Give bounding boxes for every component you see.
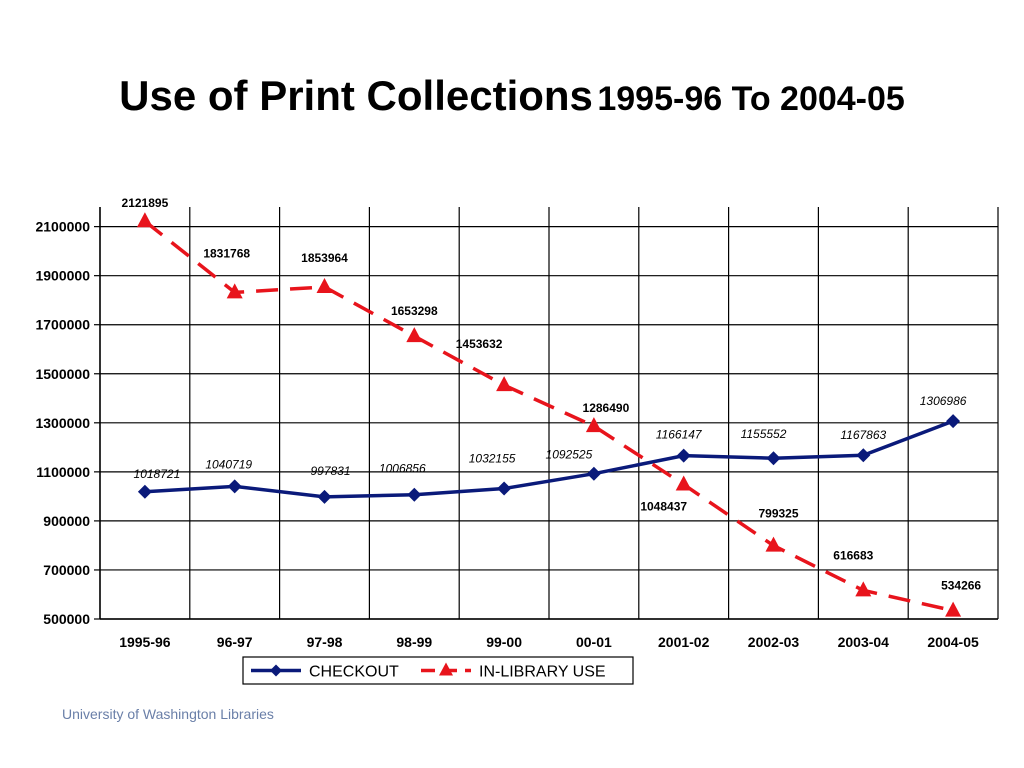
y-tick-label: 1500000: [35, 366, 90, 382]
in-library-use-marker: [945, 601, 962, 617]
y-tick-label: 2100000: [35, 219, 90, 235]
title-sub: 1995-96 To 2004-05: [597, 80, 905, 118]
checkout-marker: [856, 448, 871, 463]
footer-credit: University of Washington Libraries: [62, 706, 274, 722]
in-library-use-marker: [855, 581, 872, 597]
x-tick-label: 00-01: [576, 634, 612, 650]
legend-in-library-use-label: IN-LIBRARY USE: [479, 664, 606, 681]
checkout-data-label: 1166147: [656, 428, 703, 442]
in-library-use-marker: [406, 327, 423, 343]
checkout-data-label: 1006856: [379, 462, 426, 476]
checkout-data-label: 1018721: [134, 467, 181, 481]
checkout-marker: [137, 484, 152, 499]
y-tick-label: 1900000: [35, 268, 90, 284]
x-tick-label: 97-98: [307, 634, 343, 650]
checkout-series-line: [144, 419, 954, 499]
legend-in-library-use-marker: [439, 662, 453, 676]
checkout-marker: [676, 448, 691, 463]
in-library-use-marker: [496, 376, 513, 392]
in-library-use-data-label: 1653298: [391, 304, 438, 318]
x-tick-label: 2001-02: [658, 634, 710, 650]
in-library-use-data-label: 1831768: [203, 246, 250, 260]
checkout-data-label: 997831: [310, 464, 350, 478]
in-library-use-data-label: 616683: [833, 548, 873, 562]
x-tick-label: 2003-04: [838, 634, 890, 650]
checkout-marker: [227, 479, 242, 494]
checkout-marker: [317, 489, 332, 504]
legend-box: [242, 656, 634, 685]
in-library-use-marker: [675, 475, 692, 491]
x-tick-label: 1995-96: [119, 634, 171, 650]
y-tick-label: 700000: [43, 562, 90, 578]
legend-checkout-label: CHECKOUT: [309, 664, 399, 681]
in-library-use-data-label: 1853964: [301, 251, 348, 265]
in-library-use-data-label: 1453632: [456, 337, 503, 351]
in-library-use-data-label: 799325: [758, 507, 798, 521]
checkout-marker: [497, 481, 512, 496]
x-tick-label: 98-99: [396, 634, 432, 650]
checkout-data-label: 1032155: [469, 451, 516, 465]
checkout-data-label: 1155552: [741, 427, 787, 441]
checkout-data-label: 1040719: [205, 457, 252, 471]
in-library-use-marker: [316, 277, 333, 293]
y-tick-label: 900000: [43, 513, 90, 529]
checkout-marker: [407, 487, 422, 502]
in-library-use-data-label: 1048437: [640, 500, 687, 514]
in-library-use-marker: [226, 283, 243, 299]
x-tick-label: 2004-05: [927, 634, 979, 650]
in-library-use-data-label: 2121895: [122, 196, 169, 210]
x-tick-label: 99-00: [486, 634, 522, 650]
y-tick-label: 500000: [43, 611, 90, 627]
checkout-data-label: 1092525: [546, 448, 593, 462]
y-tick-label: 1100000: [36, 464, 90, 480]
in-library-use-data-label: 534266: [941, 579, 981, 593]
x-tick-label: 96-97: [217, 634, 253, 650]
checkout-data-label: 1167863: [840, 428, 886, 442]
checkout-marker: [946, 414, 961, 429]
x-tick-label: 2002-03: [748, 634, 800, 650]
checkout-marker: [586, 466, 601, 481]
in-library-use-marker: [765, 536, 782, 552]
in-library-use-series-line: [143, 219, 954, 613]
slide-title: Use of Print Collections 1995-96 To 2004…: [0, 72, 1024, 120]
title-main: Use of Print Collections: [119, 72, 593, 119]
in-library-use-data-label: 1286490: [583, 401, 630, 415]
y-tick-label: 1700000: [35, 317, 90, 333]
y-tick-label: 1300000: [35, 415, 90, 431]
checkout-marker: [766, 451, 781, 466]
in-library-use-marker: [585, 417, 602, 433]
legend-checkout-marker: [270, 664, 282, 677]
checkout-data-label: 1306986: [920, 394, 967, 408]
in-library-use-marker: [136, 212, 153, 228]
